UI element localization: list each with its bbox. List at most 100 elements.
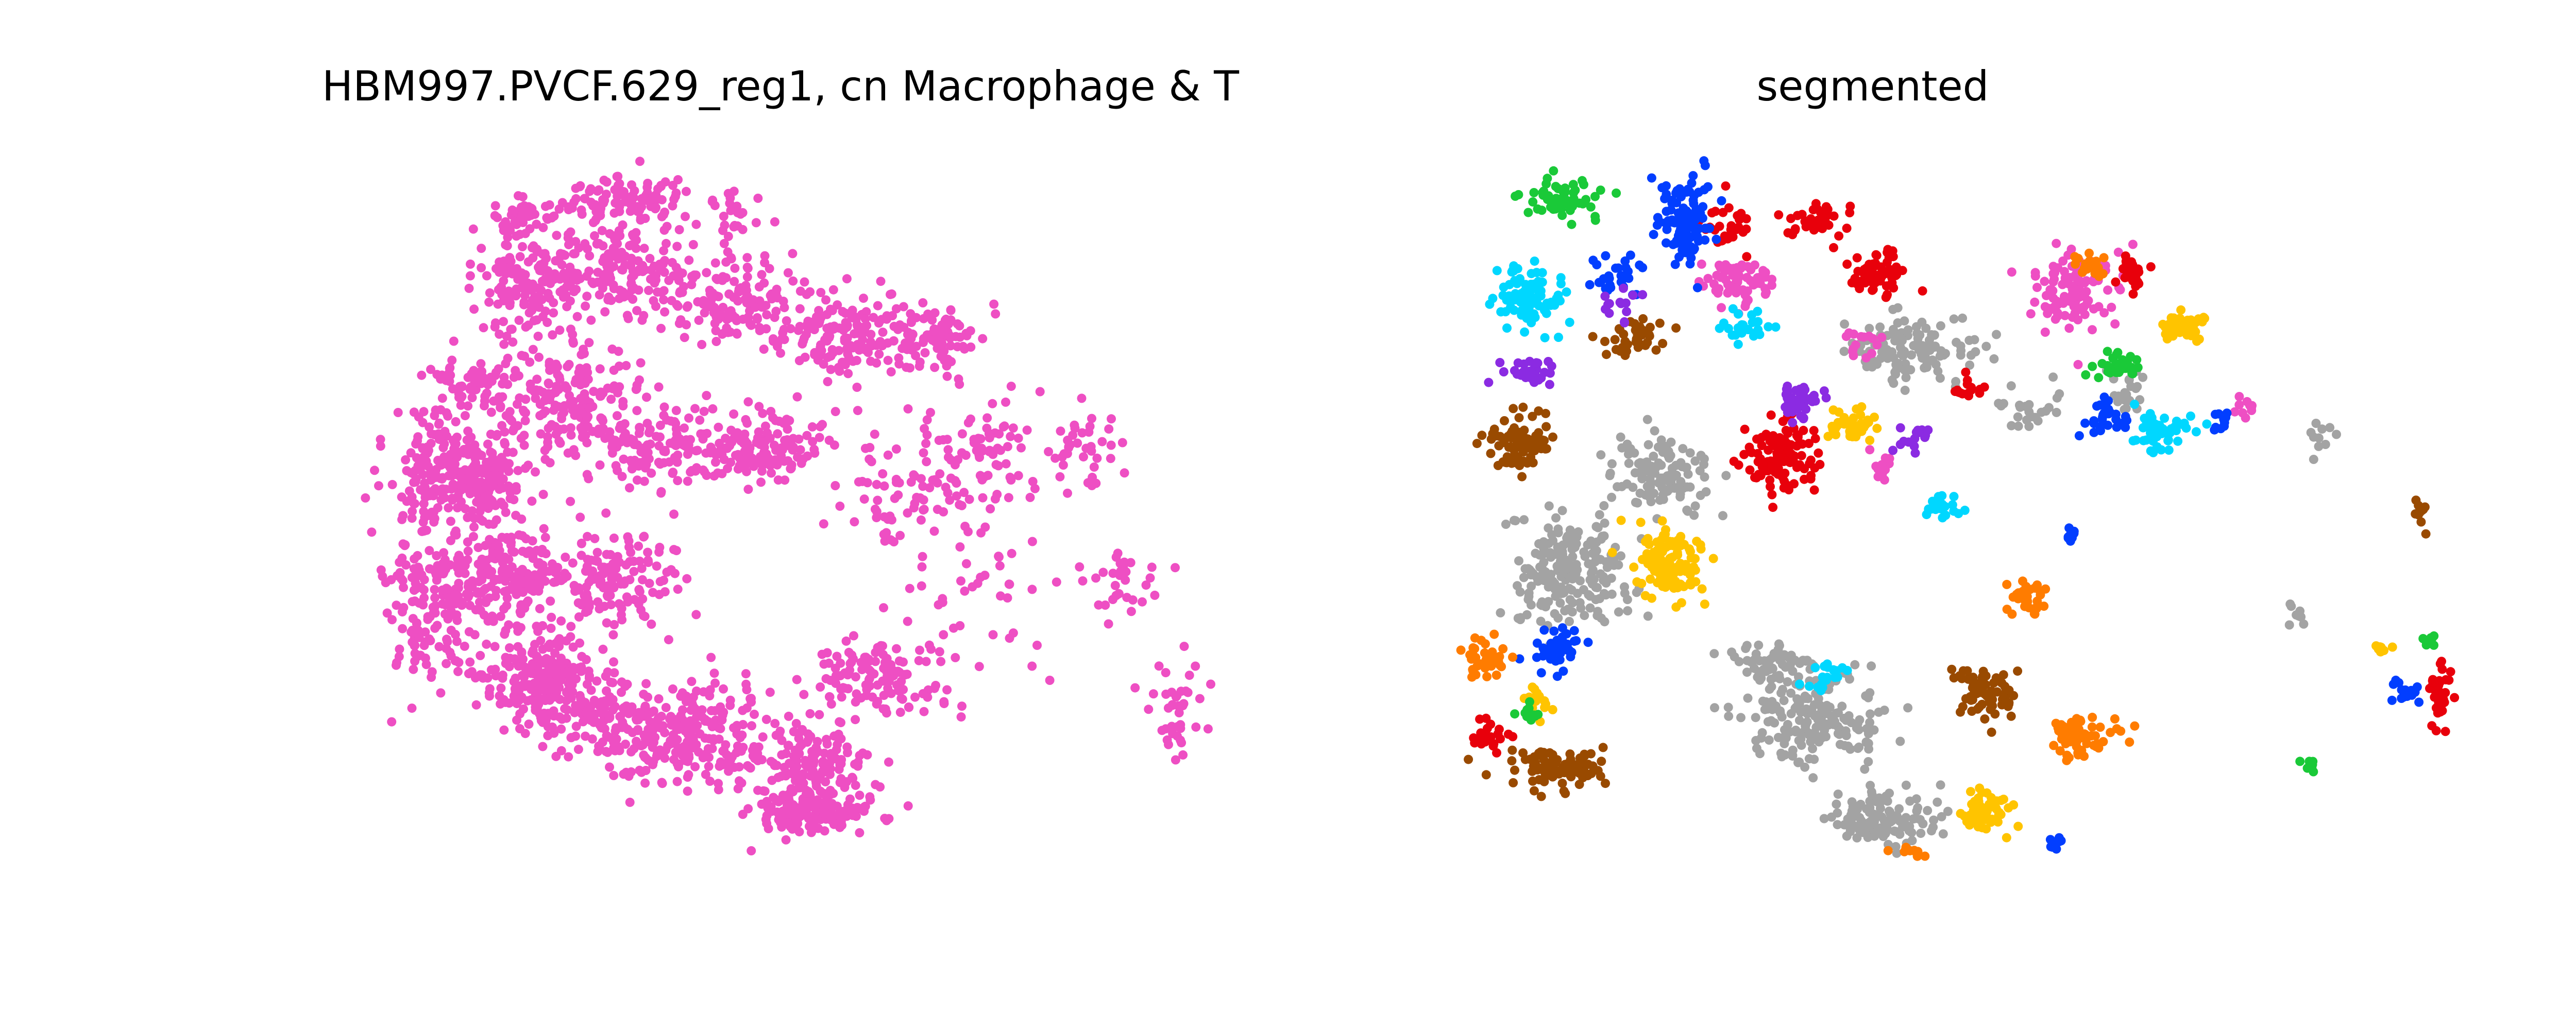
data-point [1820, 708, 1829, 717]
data-point [543, 318, 552, 327]
data-point [434, 642, 444, 651]
data-point [430, 593, 440, 603]
data-point [485, 471, 495, 480]
data-point [652, 749, 662, 759]
data-point [930, 363, 940, 372]
data-point [508, 337, 518, 347]
data-point [1745, 465, 1755, 475]
data-point [642, 419, 652, 428]
data-point [408, 637, 417, 647]
data-point [862, 684, 872, 694]
data-point [1013, 433, 1023, 443]
data-point [597, 226, 607, 235]
data-point [533, 667, 543, 677]
data-point [611, 723, 621, 733]
data-point [861, 653, 871, 662]
data-point [855, 791, 865, 800]
data-point [841, 636, 851, 646]
data-point [582, 438, 592, 448]
data-point [449, 336, 459, 346]
data-point [840, 334, 850, 344]
data-point [2121, 404, 2131, 414]
data-point [596, 428, 606, 438]
data-point [497, 421, 507, 431]
data-point [1191, 722, 1201, 732]
data-point [1004, 493, 1013, 503]
data-point [2126, 382, 2136, 391]
data-point [570, 249, 580, 259]
data-point [1595, 510, 1604, 520]
data-point [973, 578, 982, 588]
data-point [772, 807, 782, 817]
data-point [847, 650, 857, 660]
data-point [613, 239, 622, 249]
data-point [918, 552, 927, 561]
data-point [929, 526, 939, 536]
data-point [505, 494, 515, 503]
data-point [871, 657, 880, 666]
data-point [437, 393, 447, 403]
data-point [791, 763, 801, 773]
data-point [513, 642, 523, 651]
data-point [1568, 598, 1578, 608]
data-point [1507, 756, 1517, 766]
data-point [793, 325, 803, 335]
data-point [1729, 456, 1739, 466]
data-point [870, 430, 879, 439]
data-point [751, 218, 761, 228]
data-point [595, 571, 605, 580]
data-point [518, 588, 528, 597]
data-point [480, 401, 489, 410]
data-point [851, 780, 860, 790]
data-point [466, 443, 476, 453]
data-point [1881, 828, 1891, 837]
data-point [527, 496, 537, 506]
data-point [1697, 259, 1706, 269]
data-point [890, 493, 900, 503]
data-point [558, 668, 568, 678]
data-point [635, 587, 645, 596]
data-point [1730, 652, 1739, 662]
data-point [933, 336, 942, 346]
data-point [2450, 693, 2460, 702]
data-point [894, 359, 904, 369]
data-point [782, 316, 791, 325]
data-point [757, 270, 767, 280]
data-point [810, 350, 820, 359]
data-point [1596, 450, 1606, 460]
data-point [464, 590, 474, 599]
data-point [423, 461, 433, 471]
data-point [786, 464, 795, 474]
data-point [617, 615, 627, 625]
data-point [1519, 515, 1529, 525]
data-point [570, 582, 580, 592]
data-point [528, 295, 537, 305]
data-point [722, 443, 732, 453]
data-point [1003, 593, 1012, 603]
data-point [1788, 230, 1798, 239]
data-point [682, 186, 691, 196]
data-point [792, 392, 802, 402]
data-point [629, 566, 639, 576]
data-point [1464, 754, 1473, 764]
data-point [1098, 568, 1108, 577]
data-point [1148, 689, 1158, 699]
data-point [2081, 287, 2091, 297]
data-point [627, 285, 637, 295]
data-point [644, 285, 653, 295]
data-point [1006, 475, 1016, 485]
data-point [543, 438, 553, 447]
data-point [643, 732, 653, 742]
data-point [950, 460, 960, 470]
data-point [825, 692, 835, 702]
data-point [553, 256, 563, 266]
data-point [1881, 792, 1891, 801]
data-point [771, 730, 781, 740]
data-point [526, 583, 535, 592]
data-point [773, 772, 783, 782]
data-point [1057, 452, 1067, 462]
data-point [1557, 778, 1567, 788]
data-point [771, 306, 781, 316]
data-point [517, 671, 527, 680]
data-point [1892, 365, 1901, 375]
